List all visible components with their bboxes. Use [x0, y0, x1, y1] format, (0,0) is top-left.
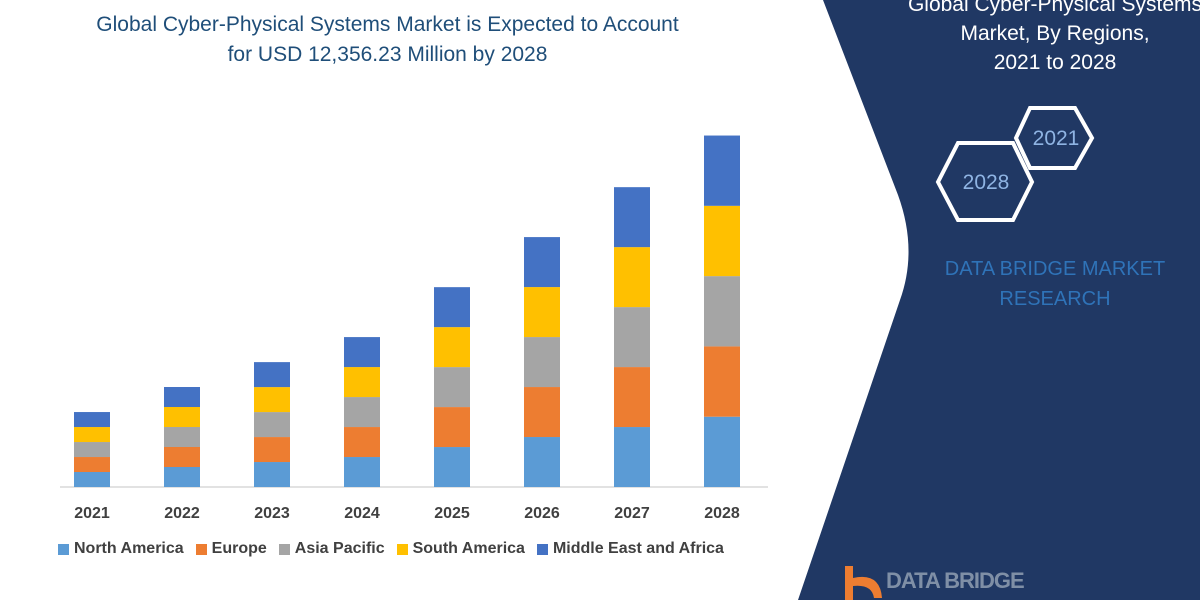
x-tick-label: 2025 — [434, 505, 470, 522]
bar-segment-2021-asia-pacific — [74, 442, 110, 458]
bar-segment-2026-asia-pacific — [524, 337, 560, 388]
hexagon-2021 — [1013, 106, 1095, 170]
logo-text: DATA BRIDGE — [886, 568, 1025, 593]
x-tick-label: 2028 — [704, 505, 740, 522]
legend-label: Europe — [211, 540, 267, 557]
bar-segment-2025-south-america — [434, 327, 470, 368]
hexagon-label-2028: 2028 — [963, 171, 1010, 194]
legend-label: Middle East and Africa — [552, 540, 724, 557]
bar-segment-2023-middle-east-and-africa — [254, 362, 290, 388]
bar-segment-2025-europe — [434, 407, 470, 448]
legend-swatch — [396, 543, 408, 555]
legend-label: North America — [74, 540, 184, 557]
x-tick-label: 2027 — [614, 505, 650, 522]
bar-segment-2027-asia-pacific — [614, 307, 650, 368]
legend-label: Asia Pacific — [294, 540, 385, 557]
bar-segment-2021-south-america — [74, 427, 110, 443]
legend-swatch — [195, 543, 207, 555]
bar-segment-2023-asia-pacific — [254, 412, 290, 438]
bar-segment-2023-north-america — [254, 462, 290, 487]
bar-segment-2021-middle-east-and-africa — [74, 412, 110, 428]
logo-icon — [845, 566, 882, 600]
bar-segment-2022-north-america — [164, 467, 200, 487]
bar-segment-2024-middle-east-and-africa — [344, 337, 380, 368]
bar-segment-2027-europe — [614, 367, 650, 428]
chart-title: Global Cyber-Physical Systems Market is … — [40, 10, 735, 70]
side-panel-title: Global Cyber-Physical Systems Market, By… — [900, 0, 1200, 77]
bar-segment-2028-europe — [704, 346, 740, 417]
chart-title-line-2: for USD 12,356.23 Million by 2028 — [227, 43, 548, 66]
legend-item: Europe — [195, 540, 267, 558]
x-tick-label: 2021 — [74, 505, 110, 522]
bar-segment-2028-asia-pacific — [704, 276, 740, 347]
bar-segment-2024-asia-pacific — [344, 397, 380, 428]
chart-title-line-1: Global Cyber-Physical Systems Market is … — [96, 13, 679, 36]
bar-segment-2024-north-america — [344, 457, 380, 487]
bar-segment-2028-south-america — [704, 205, 740, 277]
side-panel-title-line-1: Global Cyber-Physical Systems — [907, 0, 1200, 16]
bar-segment-2028-middle-east-and-africa — [704, 135, 740, 206]
bar-segment-2027-north-america — [614, 427, 650, 487]
legend-item: Asia Pacific — [278, 540, 385, 558]
bar-segment-2023-south-america — [254, 387, 290, 413]
bar-segment-2026-europe — [524, 387, 560, 438]
bar-segment-2026-north-america — [524, 437, 560, 487]
side-panel-title-line-3: 2021 to 2028 — [993, 51, 1117, 74]
x-tick-label: 2023 — [254, 505, 290, 522]
x-tick-label: 2024 — [344, 505, 380, 522]
bar-segment-2021-north-america — [74, 472, 110, 487]
side-panel-title-line-2: Market, By Regions, — [960, 22, 1150, 45]
bar-segment-2026-south-america — [524, 287, 560, 338]
bar-segment-2021-europe — [74, 457, 110, 473]
legend-item: Middle East and Africa — [536, 540, 724, 558]
bar-segment-2028-north-america — [704, 416, 740, 487]
hexagon-2028 — [935, 141, 1035, 222]
bar-segment-2027-middle-east-and-africa — [614, 187, 650, 248]
legend-swatch — [278, 543, 290, 555]
brand-text-line-1: DATA BRIDGE MARKET — [944, 258, 1166, 280]
x-tick-label: 2022 — [164, 505, 200, 522]
bar-segment-2025-north-america — [434, 447, 470, 487]
legend-item: North America — [58, 540, 184, 558]
legend: North America Europe Asia Pacific South Ame… — [58, 540, 724, 558]
legend-label: South America — [412, 540, 525, 557]
bar-segment-2025-asia-pacific — [434, 367, 470, 408]
bar-segment-2026-middle-east-and-africa — [524, 237, 560, 288]
bar-segment-2025-middle-east-and-africa — [434, 287, 470, 328]
legend-item: South America — [396, 540, 525, 558]
brand-text-line-2: RESEARCH — [999, 288, 1111, 310]
hexagon-label-2021: 2021 — [1033, 127, 1080, 150]
bar-segment-2022-europe — [164, 447, 200, 468]
legend-swatch — [536, 543, 548, 555]
bar-segment-2024-europe — [344, 427, 380, 458]
bar-segment-2022-asia-pacific — [164, 427, 200, 448]
bar-segment-2027-south-america — [614, 247, 650, 308]
x-tick-label: 2026 — [524, 505, 560, 522]
bar-segment-2022-south-america — [164, 407, 200, 428]
side-panel — [798, 0, 1200, 600]
bar-segment-2022-middle-east-and-africa — [164, 387, 200, 408]
legend-swatch — [58, 543, 69, 555]
bar-segment-2024-south-america — [344, 367, 380, 398]
brand-text: DATA BRIDGE MARKET RESEARCH — [920, 254, 1190, 314]
bar-segment-2023-europe — [254, 437, 290, 463]
